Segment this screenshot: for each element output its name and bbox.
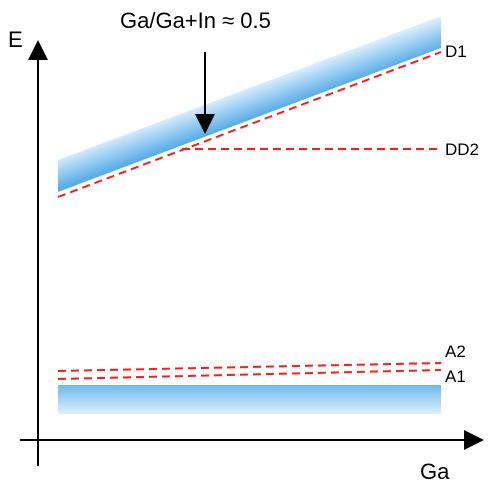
level-line-a2 (57, 362, 442, 372)
conduction-band (58, 16, 441, 192)
level-label-a2: A2 (445, 342, 466, 361)
valence-band (58, 385, 441, 414)
annotation-label: Ga/Ga+In ≈ 0.5 (120, 8, 271, 33)
x-axis-label: Ga (420, 459, 450, 484)
level-label-dd2: DD2 (445, 140, 479, 159)
level-line-d1 (57, 51, 442, 198)
level-label-d1: D1 (445, 42, 467, 61)
level-line-a1 (57, 369, 442, 380)
level-label-a1: A1 (445, 367, 466, 386)
y-axis-label: E (8, 27, 23, 52)
conduction-band-shape (58, 16, 441, 192)
